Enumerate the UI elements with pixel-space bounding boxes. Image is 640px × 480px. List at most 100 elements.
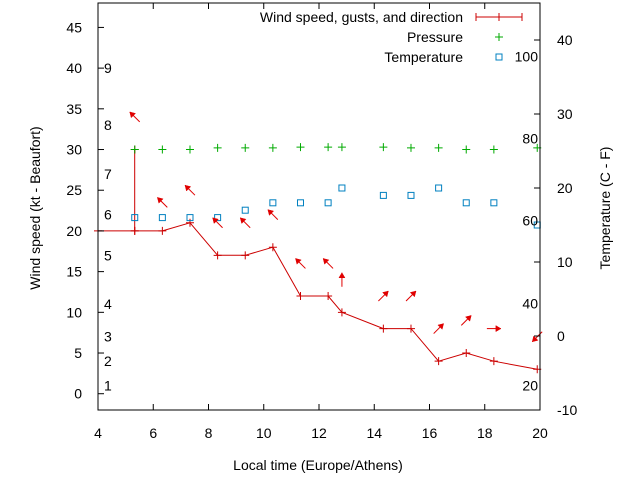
wind-direction-arrow: [322, 258, 334, 269]
beaufort-label: 7: [104, 166, 112, 182]
wind-speed-point: [337, 308, 346, 317]
pressure-point: [130, 145, 139, 154]
legend-swatch-temperature: [495, 53, 503, 61]
wind-speed-point: [462, 349, 471, 358]
arrow-head: [295, 258, 302, 265]
pressure-point: [489, 145, 498, 154]
fahrenheit-label: 80: [522, 130, 538, 146]
wind-direction-arrow: [212, 217, 223, 229]
legend-label-wind: Wind speed, gusts, and direction: [260, 9, 463, 25]
y-tick-label: 25: [66, 182, 82, 198]
temperature-point: [490, 199, 498, 207]
beaufort-label: 2: [104, 353, 112, 369]
pressure-point: [379, 143, 388, 152]
arrow-head: [239, 217, 247, 224]
arrow-head: [212, 217, 219, 224]
legend: Wind speed, gusts, and direction Pressure…: [260, 9, 523, 65]
x-tick-label: 6: [149, 425, 157, 441]
y-tick-label: 45: [66, 19, 82, 35]
arrow-head: [338, 272, 346, 279]
legend-label-pressure: Pressure: [407, 29, 463, 45]
pressure-point: [241, 143, 250, 152]
temperature-point: [241, 206, 249, 214]
y-tick-label: 10: [66, 304, 82, 320]
pressure-point: [406, 143, 415, 152]
pressure-point: [434, 143, 443, 152]
wind-direction-arrow: [184, 184, 196, 196]
wind-speed-point: [434, 357, 443, 366]
y2-axis-label: Temperature (C - F): [597, 147, 613, 270]
beaufort-label: 9: [104, 60, 112, 76]
wind-direction-arrow: [157, 197, 168, 208]
wind-direction-arrow: [433, 323, 444, 334]
arrow-head: [465, 315, 472, 322]
pressure-point: [213, 143, 222, 152]
pressure-point: [324, 143, 333, 152]
y-axis-label: Wind speed (kt - Beaufort): [27, 126, 43, 289]
beaufort-label: 4: [104, 296, 112, 312]
plot-frame: [97, 2, 541, 411]
fahrenheit-label: 60: [522, 213, 538, 229]
fahrenheit-label: 40: [522, 295, 538, 311]
wind-direction-arrow: [405, 290, 417, 302]
wind-direction-arrow: [460, 315, 472, 326]
arrow-head: [382, 290, 389, 298]
wind-direction-arrow: [129, 111, 141, 123]
beaufort-label: 6: [104, 207, 112, 223]
wind-speed-point: [406, 324, 415, 333]
arrow-head: [184, 184, 192, 192]
temperature-point: [269, 199, 277, 207]
x-tick-label: 8: [205, 425, 213, 441]
x-tick-label: 14: [366, 425, 382, 441]
pressure-point: [462, 145, 471, 154]
wind-speed-line: [98, 149, 538, 370]
pressure-point: [158, 145, 167, 154]
wind-speed-point: [489, 357, 498, 366]
beaufort-label: 8: [104, 117, 112, 133]
wind-direction-arrow: [267, 209, 279, 220]
x-tick-label: 20: [532, 425, 548, 441]
temperature-point: [435, 184, 443, 192]
temperature-point: [186, 214, 194, 222]
wind-direction-arrow: [378, 290, 389, 302]
x-tick-label: 16: [422, 425, 438, 441]
temperature-point: [407, 191, 415, 199]
x-axis-label: Local time (Europe/Athens): [233, 457, 403, 473]
wind-speed-point: [324, 292, 333, 301]
arrow-head: [267, 209, 275, 216]
wind-direction-arrow: [486, 325, 502, 333]
beaufort-label: 3: [104, 329, 112, 345]
y-tick-label: 0: [74, 386, 82, 402]
wind-speed-point: [379, 324, 388, 333]
wind-direction-arrow: [239, 217, 251, 229]
wind-direction-arrow: [338, 272, 346, 287]
x-tick-label: 10: [256, 425, 272, 441]
arrow-head: [437, 323, 444, 330]
y-tick-label: 20: [66, 223, 82, 239]
temperature-point: [158, 214, 166, 222]
temperature-point: [214, 214, 222, 222]
temperature-point: [324, 199, 332, 207]
arrow-head: [409, 290, 417, 298]
wind-speed-point: [268, 243, 277, 252]
arrow-head: [531, 335, 539, 343]
axes: 4 6 8 10 12 14 16 18 20051015202530354045-100102…: [66, 2, 577, 441]
legend-label-temperature: Temperature: [384, 49, 463, 65]
y-tick-label: 35: [66, 101, 82, 117]
pressure-point: [185, 145, 194, 154]
y2-tick-label: 10: [557, 254, 573, 270]
wind-speed-point: [296, 292, 305, 301]
wind-speed-point: [213, 251, 222, 260]
beaufort-label: 5: [104, 247, 112, 263]
temperature-point: [338, 184, 346, 192]
wind-speed-point: [158, 226, 167, 235]
y2-tick-label: 20: [557, 180, 573, 196]
legend-swatch-pressure: [495, 33, 503, 41]
x-tick-label: 12: [311, 425, 327, 441]
pressure-point: [337, 143, 346, 152]
y-tick-label: 5: [74, 345, 82, 361]
y2-tick-label: -10: [557, 402, 577, 418]
y-tick-label: 15: [66, 264, 82, 280]
fahrenheit-label: 100: [515, 48, 539, 64]
